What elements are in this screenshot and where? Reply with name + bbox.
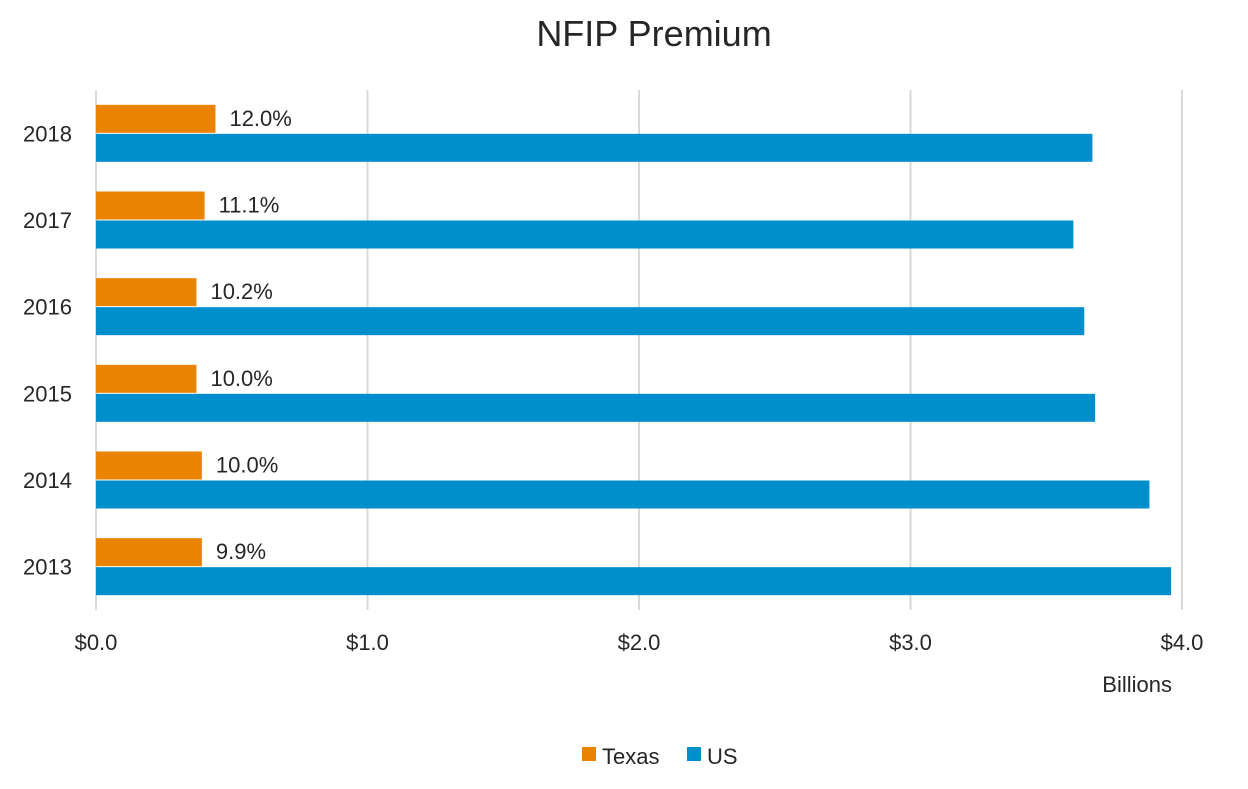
- x-tick-label: $4.0: [1161, 630, 1204, 655]
- category-label: 2018: [23, 121, 72, 146]
- data-label-texas-2013: 9.9%: [216, 539, 266, 564]
- chart-title: NFIP Premium: [536, 13, 771, 54]
- data-label-texas-2018: 12.0%: [229, 106, 291, 131]
- category-label: 2017: [23, 208, 72, 233]
- data-label-texas-2014: 10.0%: [216, 453, 278, 478]
- bar-us-2013: [96, 567, 1172, 596]
- bar-texas-2018: [96, 104, 216, 133]
- bar-us-2017: [96, 220, 1074, 249]
- x-tick-labels: $0.0 $1.0 $2.0 $3.0 $4.0: [75, 630, 1204, 655]
- category-label: 2016: [23, 295, 72, 320]
- data-label-texas-2015: 10.0%: [210, 366, 272, 391]
- x-tick-label: $2.0: [618, 630, 661, 655]
- legend-label-texas: Texas: [602, 744, 659, 769]
- data-label-texas-2017: 11.1%: [219, 193, 280, 218]
- legend-label-us: US: [707, 744, 738, 769]
- bar-us-2018: [96, 133, 1093, 162]
- bar-texas-2016: [96, 278, 197, 307]
- bars: 12.0% 11.1% 10.2% 10.0% 10.0% 9.9%: [96, 104, 1172, 596]
- category-labels: 2018 2017 2016 2015 2014 2013: [23, 121, 72, 579]
- bar-us-2014: [96, 480, 1150, 509]
- gridlines: [95, 90, 1183, 610]
- bar-us-2016: [96, 307, 1085, 336]
- x-tick-label: $3.0: [889, 630, 932, 655]
- category-label: 2014: [23, 468, 72, 493]
- legend: Texas US: [582, 744, 738, 769]
- bar-texas-2017: [96, 191, 205, 220]
- data-label-texas-2016: 10.2%: [210, 279, 272, 304]
- x-unit-label: Billions: [1102, 672, 1172, 697]
- legend-swatch-texas: [582, 747, 596, 761]
- bar-texas-2015: [96, 364, 197, 393]
- bar-texas-2013: [96, 538, 202, 567]
- x-tick-label: $0.0: [75, 630, 118, 655]
- legend-swatch-us: [687, 747, 701, 761]
- x-tick-label: $1.0: [346, 630, 389, 655]
- bar-us-2015: [96, 393, 1096, 422]
- category-label: 2015: [23, 381, 72, 406]
- bar-texas-2014: [96, 451, 202, 480]
- category-label: 2013: [23, 555, 72, 580]
